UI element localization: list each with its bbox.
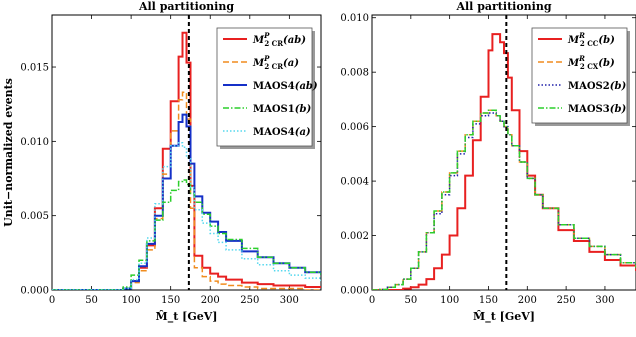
legend-label-4: MAOS4(a) bbox=[253, 127, 311, 138]
chart-title: All partitioning bbox=[138, 0, 234, 13]
legend-label-main: M bbox=[567, 35, 580, 46]
x-tick-label: 250 bbox=[240, 295, 259, 306]
y-tick-label: 0.008 bbox=[340, 68, 369, 79]
y-tick-label: 0.010 bbox=[340, 13, 369, 24]
y-tick-label: 0.004 bbox=[340, 177, 369, 188]
x-tick-label: 200 bbox=[201, 295, 220, 306]
series-line-3 bbox=[372, 109, 636, 290]
x-axis-label: M̂_t [GeV] bbox=[156, 310, 218, 324]
legend-label-main: M bbox=[252, 58, 265, 69]
legend-label-main: M bbox=[567, 58, 580, 69]
x-tick-label: 100 bbox=[440, 295, 459, 306]
x-tick-label: 0 bbox=[49, 295, 55, 306]
legend-label-3: MAOS3(b) bbox=[568, 104, 626, 115]
y-tick-label: 0.005 bbox=[20, 211, 49, 222]
legend-label-2: MAOS4(ab) bbox=[253, 81, 318, 92]
series-line-1 bbox=[52, 91, 321, 290]
legend-label-sup: P bbox=[263, 31, 270, 40]
x-tick-label: 300 bbox=[280, 295, 299, 306]
legend-label-sub: 2 CR bbox=[264, 39, 283, 48]
x-axis-label: M̂_t [GeV] bbox=[473, 310, 535, 324]
legend-label-arg: (b) bbox=[610, 104, 627, 115]
plot-frame bbox=[371, 14, 636, 291]
legend-label-3: MAOS1(b) bbox=[253, 104, 311, 115]
legend-label-0: MR 2 CC(b) bbox=[567, 31, 615, 48]
legend-label-arg: (a) bbox=[295, 127, 311, 138]
series-line-1 bbox=[372, 109, 636, 290]
x-tick-label: 50 bbox=[85, 295, 98, 306]
left-chart: All partitioning 0 50 100 150 200 250 300 0.000 0… bbox=[2, 0, 322, 324]
series-group bbox=[372, 33, 636, 290]
legend-label-arg: (b) bbox=[295, 104, 312, 115]
x-tick-label: 250 bbox=[557, 295, 576, 306]
y-tick-label: 0.010 bbox=[20, 137, 49, 148]
y-tick-label: 0.000 bbox=[340, 286, 369, 297]
legend-label-main: MAOS4 bbox=[253, 127, 295, 138]
legend-label-sub: 2 CC bbox=[580, 39, 599, 48]
x-tick-label: 300 bbox=[595, 295, 614, 306]
legend-label-sub: 2 CR bbox=[264, 62, 283, 71]
y-axis-label: Unit−normalized events bbox=[2, 78, 15, 227]
x-tick-label: 200 bbox=[518, 295, 537, 306]
legend-label-main: MAOS2 bbox=[568, 81, 610, 92]
y-tick-label: 0.015 bbox=[20, 63, 49, 74]
right-chart: All partitioning 0 50 100 150 200 250 300 0.000 0… bbox=[340, 0, 636, 324]
legend-box bbox=[216, 27, 313, 147]
legend-label-sub: 2 CX bbox=[580, 62, 599, 71]
x-tick-label: 0 bbox=[369, 295, 375, 306]
legend-label-arg: (b) bbox=[598, 58, 615, 69]
x-tick-label: 150 bbox=[479, 295, 498, 306]
legend-label-arg: (ab) bbox=[295, 81, 318, 92]
legend-label-main: MAOS4 bbox=[253, 81, 295, 92]
legend-label-sup: R bbox=[578, 54, 585, 63]
legend-label-main: MAOS3 bbox=[568, 104, 610, 115]
plot-frame bbox=[51, 14, 322, 291]
y-tick-label: 0.000 bbox=[20, 286, 49, 297]
legend-label-1: MR 2 CX(b) bbox=[567, 54, 615, 71]
legend-label-arg: (b) bbox=[598, 35, 615, 46]
legend-label-arg: (a) bbox=[283, 58, 299, 69]
legend-label-1: MP 2 CR(a) bbox=[252, 54, 299, 71]
legend-label-arg: (b) bbox=[610, 81, 627, 92]
x-tick-label: 50 bbox=[404, 295, 417, 306]
series-group bbox=[52, 31, 321, 290]
legend-label-arg: (ab) bbox=[283, 35, 306, 46]
x-tick-label: 100 bbox=[122, 295, 141, 306]
series-line-2 bbox=[372, 112, 636, 290]
y-tick-label: 0.006 bbox=[340, 122, 369, 133]
legend-label-sup: P bbox=[263, 54, 270, 63]
chart-title: All partitioning bbox=[455, 0, 551, 13]
legend-label-0: MP 2 CR(ab) bbox=[252, 31, 306, 48]
x-tick-label: 150 bbox=[161, 295, 180, 306]
legend-label-sup: R bbox=[578, 31, 585, 40]
series-line-3 bbox=[52, 179, 321, 290]
legend-box bbox=[531, 27, 628, 124]
legend-label-main: M bbox=[252, 35, 265, 46]
legend-label-main: MAOS1 bbox=[253, 104, 295, 115]
series-line-4 bbox=[52, 142, 321, 290]
series-line-0 bbox=[372, 33, 636, 290]
y-tick-label: 0.002 bbox=[340, 231, 369, 242]
legend-label-2: MAOS2(b) bbox=[568, 81, 626, 92]
